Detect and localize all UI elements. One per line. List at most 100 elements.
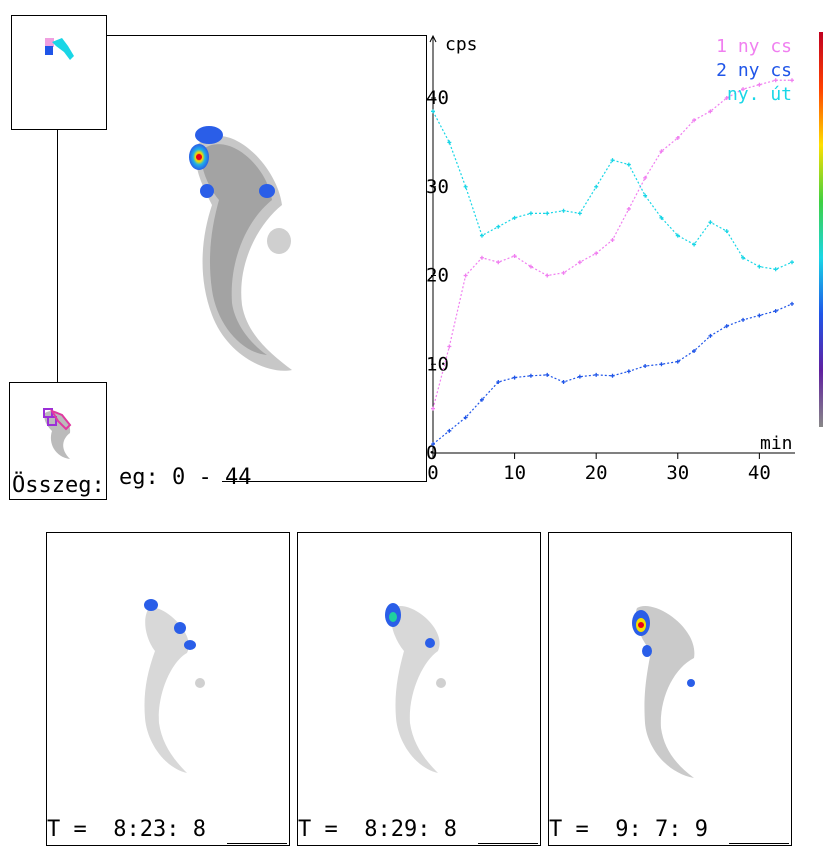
y-axis-arrow (429, 34, 437, 43)
data-point (577, 211, 582, 216)
data-point (659, 149, 664, 154)
data-point (431, 406, 435, 411)
x-axis-label: min (760, 433, 793, 454)
data-point (512, 375, 517, 380)
connector-line-top (107, 35, 427, 36)
data-point (447, 140, 452, 145)
frame-image-1 (144, 599, 205, 773)
data-point (643, 175, 648, 180)
data-point (692, 118, 697, 123)
data-point (594, 251, 599, 256)
data-point (708, 220, 713, 225)
data-point (643, 364, 648, 369)
x-tick-label: 10 (503, 462, 526, 484)
color-scale-bar (819, 32, 823, 427)
data-point (692, 242, 697, 247)
data-point (626, 369, 631, 374)
legend-entry-2: 2 ny cs (716, 60, 792, 81)
frame-underline-2 (478, 843, 538, 844)
data-point (610, 158, 615, 163)
frame-time-label-3: T = 9: 7: 9 (549, 817, 708, 842)
data-point (659, 215, 664, 220)
x-tick-label: 0 (427, 462, 438, 484)
y-tick-label: 0 (426, 442, 437, 464)
y-axis-label: cps (445, 34, 478, 55)
data-point (724, 324, 729, 329)
series-line-1 (432, 79, 792, 409)
data-point (757, 82, 762, 87)
data-point (479, 233, 484, 238)
connector-line (57, 130, 58, 382)
data-point (724, 96, 729, 100)
x-tick-label: 20 (585, 462, 608, 484)
x-tick-label: 30 (666, 462, 689, 484)
roi-thumbnail[interactable] (11, 15, 107, 130)
data-point (790, 260, 794, 265)
data-point (545, 273, 550, 278)
data-point (431, 109, 435, 114)
frame-panel-2[interactable]: T = 8:29: 8 (297, 532, 541, 846)
data-point (463, 415, 468, 420)
frame-underline-3 (729, 843, 789, 844)
frame-time-label-2: T = 8:29: 8 (298, 817, 457, 842)
data-point (675, 233, 680, 238)
y-tick-label: 40 (426, 87, 449, 109)
data-point (610, 373, 615, 378)
data-point (512, 215, 517, 220)
legend-entry-1: 1 ny cs (716, 36, 792, 57)
data-point (675, 359, 680, 364)
data-point (773, 78, 778, 83)
panel-border-right (426, 35, 427, 482)
data-point (741, 87, 746, 92)
data-point (790, 301, 794, 306)
frame-panel-1[interactable]: T = 8:23: 8 (46, 532, 290, 846)
data-point (561, 380, 566, 384)
data-point (528, 264, 533, 269)
y-tick-label: 30 (426, 176, 449, 198)
data-point (512, 253, 517, 258)
data-point (561, 270, 566, 275)
data-point (594, 184, 599, 189)
data-point (626, 206, 631, 211)
data-point (545, 211, 550, 216)
data-point (724, 229, 729, 234)
total-label: Összeg: (12, 473, 105, 498)
data-point (528, 373, 533, 378)
data-point (741, 317, 746, 322)
data-point (757, 313, 762, 318)
data-point (594, 372, 599, 377)
data-point (708, 109, 713, 114)
sum-image-panel[interactable]: eg: 0 - 44 (107, 35, 427, 489)
data-point (479, 255, 484, 260)
frame-panel-3[interactable]: T = 9: 7: 9 (548, 532, 792, 846)
frame-time-label-1: T = 8:23: 8 (47, 817, 206, 842)
data-point (626, 162, 631, 167)
data-point (561, 208, 566, 213)
series-line-2 (432, 303, 793, 445)
data-point (577, 374, 582, 379)
data-point (528, 211, 533, 216)
data-point (496, 380, 501, 384)
data-point (463, 184, 468, 189)
roi-map-icon (45, 38, 74, 60)
kidney-scan-image (189, 126, 292, 371)
thumbnail-sum[interactable]: Összeg: (9, 382, 107, 500)
panel-border-bottom (222, 481, 427, 482)
x-tick-label: 40 (748, 462, 771, 484)
data-point (757, 264, 762, 269)
data-point (610, 238, 615, 242)
data-point (447, 428, 452, 433)
data-point (496, 224, 501, 229)
y-tick-label: 10 (426, 353, 449, 375)
thumbnail-roi-icon (43, 408, 72, 459)
data-point (773, 309, 778, 313)
data-point (479, 397, 484, 402)
data-point (545, 372, 550, 377)
data-point (643, 193, 648, 198)
sum-range-label: eg: 0 - 44 (119, 465, 252, 490)
data-point (741, 255, 746, 260)
data-point (463, 273, 468, 278)
data-point (431, 442, 435, 447)
data-point (692, 348, 697, 353)
time-activity-chart[interactable]: cps min 0 10 20 30 40 0 10 20 30 40 1 ny cs 2 ny cs ny… (420, 28, 824, 498)
